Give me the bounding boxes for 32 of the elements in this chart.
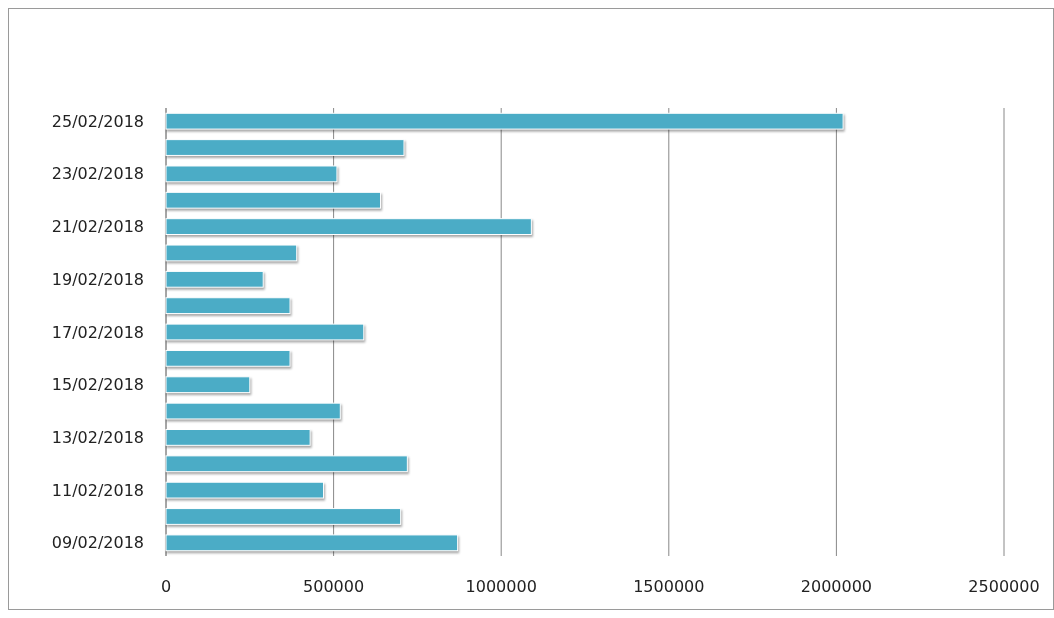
bar <box>165 165 338 183</box>
y-tick-label: 15/02/2018 <box>51 375 144 395</box>
x-tick-label: 1000000 <box>465 577 537 596</box>
y-tick-label: 13/02/2018 <box>51 428 144 448</box>
y-tick-label: 25/02/2018 <box>51 111 144 131</box>
bar <box>165 191 382 209</box>
bar <box>165 376 251 394</box>
bar <box>165 508 402 525</box>
y-tick-label: 11/02/2018 <box>51 480 144 500</box>
bar <box>165 139 405 156</box>
bar <box>165 455 408 473</box>
bar <box>165 244 298 262</box>
y-tick-label: 19/02/2018 <box>51 269 144 289</box>
bar <box>165 349 291 367</box>
x-tick-label: 2000000 <box>800 577 873 596</box>
bar <box>165 481 325 499</box>
y-tick-label: 21/02/2018 <box>51 217 144 237</box>
bar <box>165 402 341 420</box>
x-tick-label: 1500000 <box>633 577 705 596</box>
bar <box>165 297 291 315</box>
x-tick-label: 2500000 <box>968 577 1040 596</box>
y-tick-label: 09/02/2018 <box>51 533 144 553</box>
x-tick-label: 0 <box>160 577 172 596</box>
x-tick-label: 500000 <box>303 577 365 596</box>
bar <box>165 270 264 288</box>
bar <box>165 534 459 552</box>
y-tick-label: 23/02/2018 <box>51 164 144 184</box>
bar <box>165 323 365 341</box>
y-tick-label: 17/02/2018 <box>51 322 144 342</box>
bar <box>165 112 844 130</box>
bar <box>165 218 532 235</box>
bar <box>165 429 311 446</box>
